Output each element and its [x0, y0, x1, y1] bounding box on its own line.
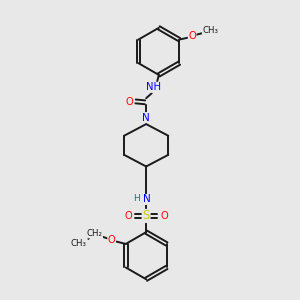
Text: H: H: [133, 194, 140, 203]
Text: NH: NH: [146, 82, 161, 92]
Text: CH₃: CH₃: [71, 239, 87, 248]
Text: O: O: [160, 211, 168, 221]
Text: O: O: [124, 211, 132, 221]
Text: O: O: [108, 235, 116, 245]
Text: O: O: [126, 97, 134, 107]
Text: S: S: [142, 209, 150, 223]
Text: O: O: [188, 31, 196, 41]
Text: N: N: [142, 112, 150, 123]
Text: N: N: [143, 194, 151, 205]
Text: CH₂: CH₂: [87, 229, 103, 238]
Text: CH₃: CH₃: [202, 26, 218, 35]
